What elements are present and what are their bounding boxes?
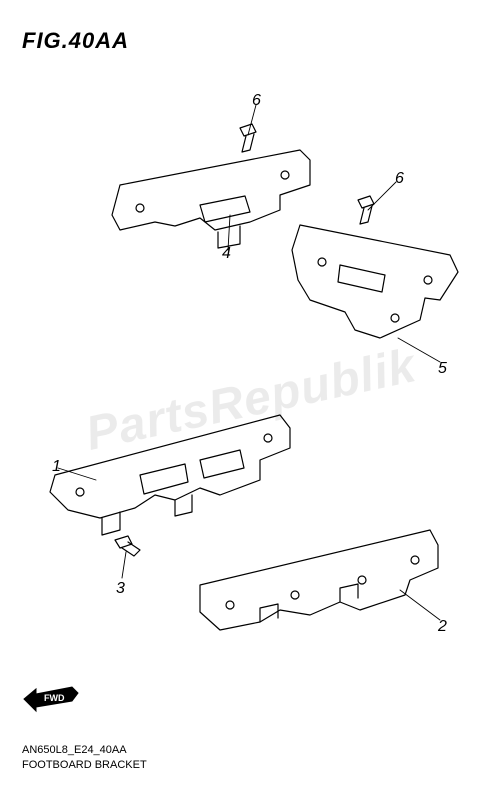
callout-6b: 6 bbox=[395, 170, 404, 188]
part-1 bbox=[50, 415, 290, 535]
bottom-label: AN650L8_E24_40AA FOOTBOARD BRACKET bbox=[22, 743, 147, 772]
model-code: AN650L8_E24_40AA bbox=[22, 743, 147, 757]
part-name: FOOTBOARD BRACKET bbox=[22, 758, 147, 772]
part-4 bbox=[112, 150, 310, 248]
callout-3: 3 bbox=[116, 580, 125, 598]
callout-4: 4 bbox=[222, 245, 231, 263]
part-5 bbox=[292, 225, 458, 338]
callout-5: 5 bbox=[438, 360, 447, 378]
fwd-indicator: FWD bbox=[22, 679, 82, 715]
bolt-3 bbox=[115, 536, 140, 556]
callout-2: 2 bbox=[438, 618, 447, 636]
leader-lines bbox=[58, 105, 440, 620]
fwd-label: FWD bbox=[44, 693, 65, 703]
bolt-6-right bbox=[358, 196, 374, 224]
part-2 bbox=[200, 530, 438, 630]
bolt-6-left bbox=[240, 124, 256, 152]
callout-6a: 6 bbox=[252, 92, 261, 110]
callout-1: 1 bbox=[52, 458, 61, 476]
